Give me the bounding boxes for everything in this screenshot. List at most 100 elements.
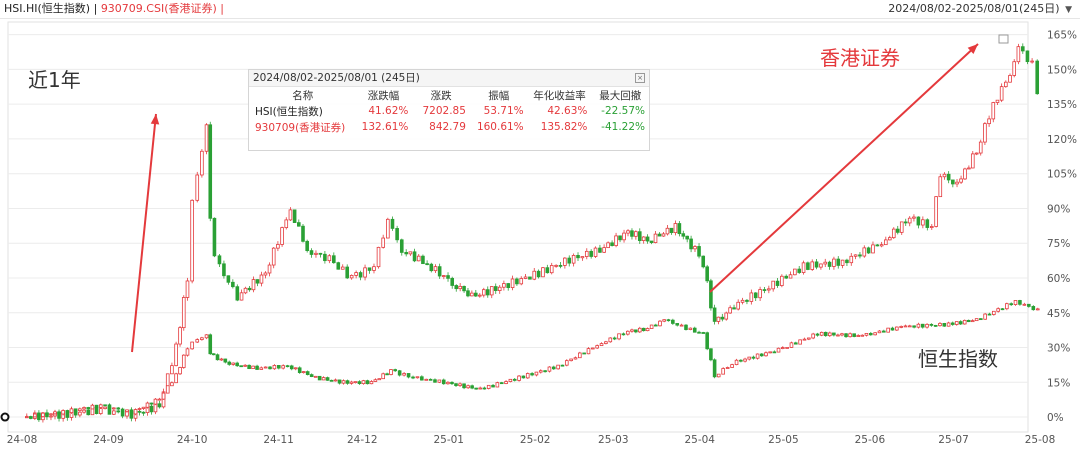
candle-body [866, 247, 871, 254]
candle-body [530, 373, 534, 376]
candle-body [903, 325, 908, 328]
stats-row-hsi[interactable]: HSI(恒生指数) 41.62% 7202.85 53.71% 42.63% -… [251, 103, 649, 119]
candle-body [462, 383, 466, 389]
candle-body [1009, 303, 1013, 306]
candle-body [819, 331, 824, 336]
candle-body [978, 141, 983, 154]
candle-body [345, 380, 350, 384]
candle-body [329, 379, 334, 382]
candle-body [959, 178, 963, 183]
candle-body [736, 301, 740, 310]
candle-body [912, 216, 916, 219]
candle-body [255, 365, 259, 370]
candle-body [481, 289, 486, 296]
candle-body [98, 408, 103, 415]
range-selector[interactable]: 2024/08/02-2025/08/01(245日) ▼ [888, 0, 1072, 19]
candle-body [301, 371, 306, 373]
candle-body [775, 280, 780, 286]
candle-body [563, 257, 567, 266]
candle-body [289, 365, 294, 370]
candle-body [942, 323, 947, 327]
legend-hsi[interactable]: HSI.HI(恒生指数) [4, 2, 91, 15]
candle-body [325, 377, 330, 381]
candle-body [231, 362, 235, 365]
candle-body [482, 387, 487, 390]
candle-body [217, 255, 222, 265]
candle-body [25, 416, 29, 418]
candle-body [474, 387, 478, 390]
candle-body [137, 408, 142, 410]
candle-body [925, 323, 929, 328]
candle-body [709, 280, 713, 309]
candle-body [1013, 300, 1018, 305]
candle-body [806, 262, 810, 270]
candle-body [141, 406, 146, 409]
legend-930709[interactable]: 930709.CSI(香港证券) [100, 2, 217, 15]
candle-body [373, 379, 378, 382]
candle-body [946, 173, 951, 181]
candle-body [170, 365, 174, 375]
candle-body [528, 276, 532, 280]
candle-body [251, 365, 255, 370]
candle-body [495, 382, 500, 388]
candle-body [764, 352, 768, 357]
y-tick-label: 90% [1047, 203, 1070, 215]
plot-border [7, 21, 1029, 433]
candle-body [353, 381, 358, 384]
candle-body [929, 226, 934, 228]
candle-body [884, 239, 888, 246]
candle-body [849, 255, 854, 264]
candle-body [840, 259, 845, 266]
candle-body [337, 379, 342, 384]
candle-body [992, 310, 996, 315]
candle-body [255, 279, 260, 284]
candle-body [129, 409, 134, 415]
candle-body [641, 236, 646, 241]
row-annualized: 42.63% [547, 105, 588, 117]
candle-body [285, 365, 290, 368]
col-change-pct: 涨跌幅 [367, 89, 400, 102]
close-icon[interactable]: × [635, 73, 645, 83]
candle-body [556, 364, 560, 370]
candle-body [532, 270, 537, 280]
candle-body [301, 225, 305, 242]
candle-body [272, 365, 277, 370]
candle-body [235, 362, 239, 367]
triangle-down-icon[interactable]: ▼ [1065, 5, 1072, 15]
candle-body [367, 267, 372, 271]
candle-body [890, 327, 895, 331]
candle-body [195, 339, 200, 343]
candle-body [73, 408, 78, 411]
candle-body [580, 256, 585, 259]
chart-canvas: 0% 15% 30% 45% 60% 75% 90% 105% 120% 135% 150% 165%… [0, 21, 1077, 446]
candle-body [549, 265, 554, 274]
candle-body [630, 230, 634, 237]
candle-body [681, 233, 686, 237]
candle-body [856, 335, 861, 337]
candle-body [200, 150, 204, 176]
candle-body [397, 370, 402, 376]
candle-body [358, 272, 363, 278]
candle-body [665, 227, 670, 235]
candle-body [1018, 300, 1022, 305]
candle-body [385, 373, 389, 376]
candle-body [608, 337, 613, 343]
candle-body [174, 343, 178, 367]
candle-body [227, 361, 232, 365]
candle-body [357, 381, 362, 385]
candle-body [517, 375, 521, 381]
candle-body [195, 174, 200, 201]
x-tick-label: 24-10 [177, 434, 208, 446]
candle-body [361, 380, 366, 385]
candle-body [983, 123, 987, 143]
candle-body [478, 387, 482, 390]
candle-body [845, 259, 849, 264]
y-tick-label: 135% [1047, 99, 1077, 111]
x-tick-label: 24-12 [347, 434, 378, 446]
stats-row-930709[interactable]: 930709(香港证券) 132.61% 842.79 160.61% 135.… [251, 119, 649, 135]
candle-body [571, 255, 576, 264]
candle-body [828, 332, 832, 337]
candle-body [399, 239, 404, 253]
candle-body [679, 324, 684, 327]
candle-body [332, 255, 336, 264]
